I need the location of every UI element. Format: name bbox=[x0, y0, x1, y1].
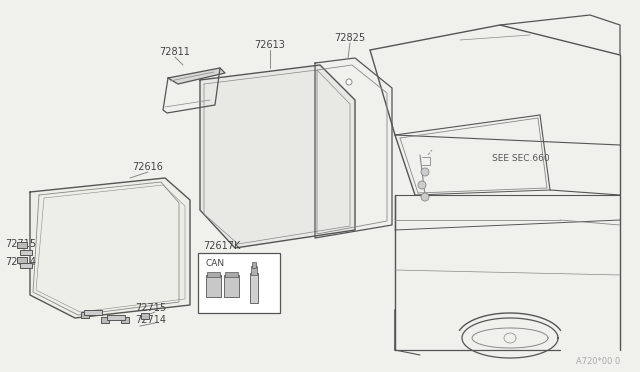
Bar bbox=[250, 273, 258, 303]
Text: 72714: 72714 bbox=[135, 315, 166, 325]
Circle shape bbox=[346, 79, 352, 85]
Text: 72617K: 72617K bbox=[204, 241, 241, 251]
Text: 72825: 72825 bbox=[335, 33, 365, 43]
Bar bbox=[141, 313, 149, 319]
Polygon shape bbox=[168, 68, 225, 84]
Bar bbox=[224, 275, 239, 297]
Bar bbox=[121, 317, 129, 323]
Bar bbox=[252, 262, 256, 268]
Bar bbox=[17, 257, 27, 263]
Text: 72714: 72714 bbox=[5, 257, 36, 267]
Circle shape bbox=[421, 193, 429, 201]
Text: A720*00 0: A720*00 0 bbox=[576, 357, 620, 366]
Circle shape bbox=[418, 181, 426, 189]
Bar bbox=[206, 275, 221, 297]
Text: 72811: 72811 bbox=[159, 47, 191, 57]
Circle shape bbox=[421, 168, 429, 176]
Bar bbox=[20, 263, 32, 268]
Text: 72616: 72616 bbox=[132, 162, 163, 172]
Polygon shape bbox=[30, 178, 190, 318]
Bar bbox=[20, 250, 32, 255]
Bar bbox=[81, 312, 89, 318]
Bar bbox=[101, 317, 109, 323]
Text: 72715: 72715 bbox=[5, 239, 36, 249]
Bar bbox=[207, 272, 220, 277]
Text: CAN: CAN bbox=[206, 260, 225, 269]
Bar bbox=[251, 266, 257, 275]
Polygon shape bbox=[200, 65, 355, 248]
Bar bbox=[107, 315, 125, 320]
Bar bbox=[198, 253, 280, 313]
Text: SEE SEC.660: SEE SEC.660 bbox=[492, 154, 550, 163]
Bar bbox=[17, 242, 27, 248]
Text: 72613: 72613 bbox=[255, 40, 285, 50]
Bar bbox=[84, 310, 102, 315]
Text: 72715: 72715 bbox=[135, 303, 166, 313]
Bar bbox=[225, 272, 238, 277]
